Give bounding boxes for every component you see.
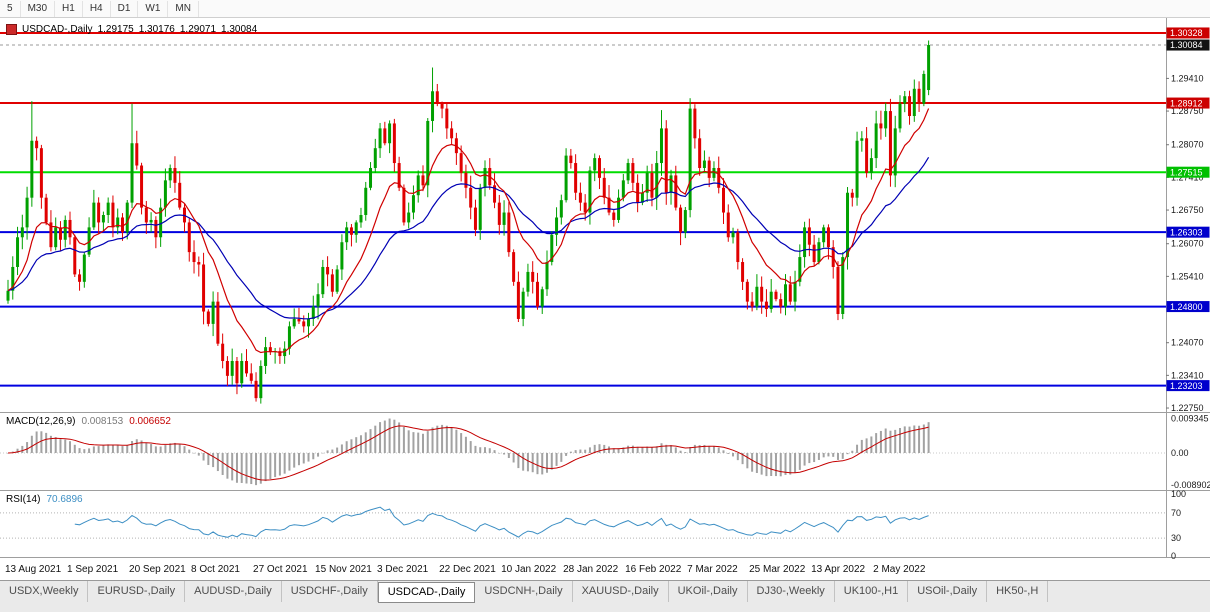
svg-text:20 Sep 2021: 20 Sep 2021 (129, 564, 186, 575)
price-tag-1.26303: 1.26303 (1166, 226, 1210, 238)
open-value: 1.29175 (97, 24, 134, 35)
svg-text:1.27515: 1.27515 (1170, 167, 1203, 177)
timeframe-toolbar: 5 M30 H1 H4 D1 W1 MN (0, 0, 1210, 18)
ma-fast-line (7, 108, 930, 354)
svg-text:3 Dec 2021: 3 Dec 2021 (377, 564, 429, 575)
tab-usdchf-daily[interactable]: USDCHF-,Daily (282, 581, 378, 602)
svg-text:1.30328: 1.30328 (1170, 28, 1203, 38)
tab-hk50-h[interactable]: HK50-,H (987, 581, 1049, 602)
pane-separators (0, 18, 1210, 558)
svg-text:0.009345: 0.009345 (1171, 413, 1209, 423)
svg-text:7 Mar 2022: 7 Mar 2022 (687, 564, 738, 575)
horizontal-lines[interactable] (0, 31, 1166, 387)
ma-slow-line (7, 156, 930, 320)
tab-usdcnh-daily[interactable]: USDCNH-,Daily (475, 581, 573, 602)
svg-text:10 Jan 2022: 10 Jan 2022 (501, 564, 556, 575)
rsi-line (74, 506, 929, 538)
price-tag-1.30084: 1.30084 (1166, 39, 1210, 51)
price-tag-1.24800: 1.24800 (1166, 301, 1210, 313)
macd-label: MACD(12,26,9) (6, 416, 76, 427)
svg-text:15 Nov 2021: 15 Nov 2021 (315, 564, 372, 575)
svg-text:16 Feb 2022: 16 Feb 2022 (625, 564, 682, 575)
svg-text:1 Sep 2021: 1 Sep 2021 (67, 564, 119, 575)
timeframe-button-d1[interactable]: D1 (111, 0, 139, 17)
svg-text:1.23410: 1.23410 (1171, 370, 1204, 380)
macd-main-value: 0.008153 (81, 416, 124, 427)
svg-text:8 Oct 2021: 8 Oct 2021 (191, 564, 240, 575)
timeframe-button-mn[interactable]: MN (168, 0, 199, 17)
svg-text:25 Mar 2022: 25 Mar 2022 (749, 564, 806, 575)
high-value: 1.30176 (138, 24, 175, 35)
tab-usdx-weekly[interactable]: USDX,Weekly (0, 581, 89, 602)
svg-text:1.28750: 1.28750 (1171, 106, 1204, 116)
timeframe-button-5[interactable]: 5 (0, 0, 21, 17)
tab-uk100-h1[interactable]: UK100-,H1 (835, 581, 909, 602)
svg-text:1.28912: 1.28912 (1170, 98, 1203, 108)
svg-text:22 Dec 2021: 22 Dec 2021 (439, 564, 496, 575)
svg-text:1.24800: 1.24800 (1170, 302, 1203, 312)
rsi-label: RSI(14) (6, 494, 41, 505)
timeframe-button-m30[interactable]: M30 (21, 0, 56, 17)
price-axis[interactable]: 1.294101.287501.280701.274101.267501.260… (1166, 27, 1210, 561)
svg-text:27 Oct 2021: 27 Oct 2021 (253, 564, 308, 575)
price-tag-1.30328: 1.30328 (1166, 27, 1210, 39)
svg-text:1.29410: 1.29410 (1171, 73, 1204, 83)
chart-tabs-bar: USDX,Weekly EURUSD-,Daily AUDUSD-,Daily USD… (0, 580, 1210, 612)
svg-text:1.23203: 1.23203 (1170, 381, 1203, 391)
tab-audusd-daily[interactable]: AUDUSD-,Daily (185, 581, 282, 602)
svg-text:13 Aug 2021: 13 Aug 2021 (5, 564, 62, 575)
svg-text:100: 100 (1171, 489, 1186, 499)
svg-text:0.00: 0.00 (1171, 448, 1189, 458)
timeframe-button-h1[interactable]: H1 (55, 0, 83, 17)
timeframe-button-h4[interactable]: H4 (83, 0, 111, 17)
svg-text:1.30084: 1.30084 (1170, 40, 1203, 50)
macd-signal-value: 0.006652 (129, 416, 171, 427)
svg-text:30: 30 (1171, 533, 1181, 543)
svg-text:1.26303: 1.26303 (1170, 227, 1203, 237)
tab-eurusd-daily[interactable]: EURUSD-,Daily (88, 581, 186, 602)
candles (6, 40, 931, 404)
tab-dj30-weekly[interactable]: DJ30-,Weekly (748, 581, 835, 602)
svg-text:2 May 2022: 2 May 2022 (873, 564, 926, 575)
tab-xauusd-daily[interactable]: XAUUSD-,Daily (573, 581, 669, 602)
tab-ukoil-daily[interactable]: UKOil-,Daily (669, 581, 748, 602)
svg-text:70: 70 (1171, 508, 1181, 518)
rsi-value: 70.6896 (46, 494, 83, 505)
svg-text:1.24070: 1.24070 (1171, 338, 1204, 348)
date-axis[interactable]: 13 Aug 2021 1 Sep 2021 20 Sep 2021 8 Oct 20… (5, 564, 926, 575)
svg-text:1.28070: 1.28070 (1171, 140, 1204, 150)
svg-text:1.22750: 1.22750 (1171, 403, 1204, 413)
svg-text:-0.008902: -0.008902 (1171, 480, 1210, 490)
svg-text:0: 0 (1171, 551, 1176, 561)
price-tag-1.27515: 1.27515 (1166, 166, 1210, 178)
svg-text:1.25410: 1.25410 (1171, 271, 1204, 281)
symbol-name: USDCAD-,Daily (22, 24, 93, 35)
price-tag-1.28912: 1.28912 (1166, 97, 1210, 109)
svg-text:13 Apr 2022: 13 Apr 2022 (811, 564, 865, 575)
tab-usoil-daily[interactable]: USOil-,Daily (908, 581, 988, 602)
symbol-icon (6, 24, 17, 35)
timeframe-button-w1[interactable]: W1 (138, 0, 169, 17)
macd-signal-line (7, 425, 929, 481)
svg-text:1.26070: 1.26070 (1171, 239, 1204, 249)
svg-text:28 Jan 2022: 28 Jan 2022 (563, 564, 618, 575)
symbol-ohlc-info: USDCAD-,Daily 1.29175 1.30176 1.29071 1.… (6, 24, 257, 35)
macd-histogram (7, 418, 930, 486)
price-tag-1.23203: 1.23203 (1166, 380, 1210, 392)
low-value: 1.29071 (179, 24, 217, 35)
svg-text:1.26750: 1.26750 (1171, 205, 1204, 215)
tab-usdcad-daily[interactable]: USDCAD-,Daily (377, 582, 476, 603)
macd-header: MACD(12,26,9) 0.008153 0.006652 (6, 416, 171, 427)
rsi-header: RSI(14) 70.6896 (6, 494, 83, 505)
close-value: 1.30084 (221, 24, 258, 35)
